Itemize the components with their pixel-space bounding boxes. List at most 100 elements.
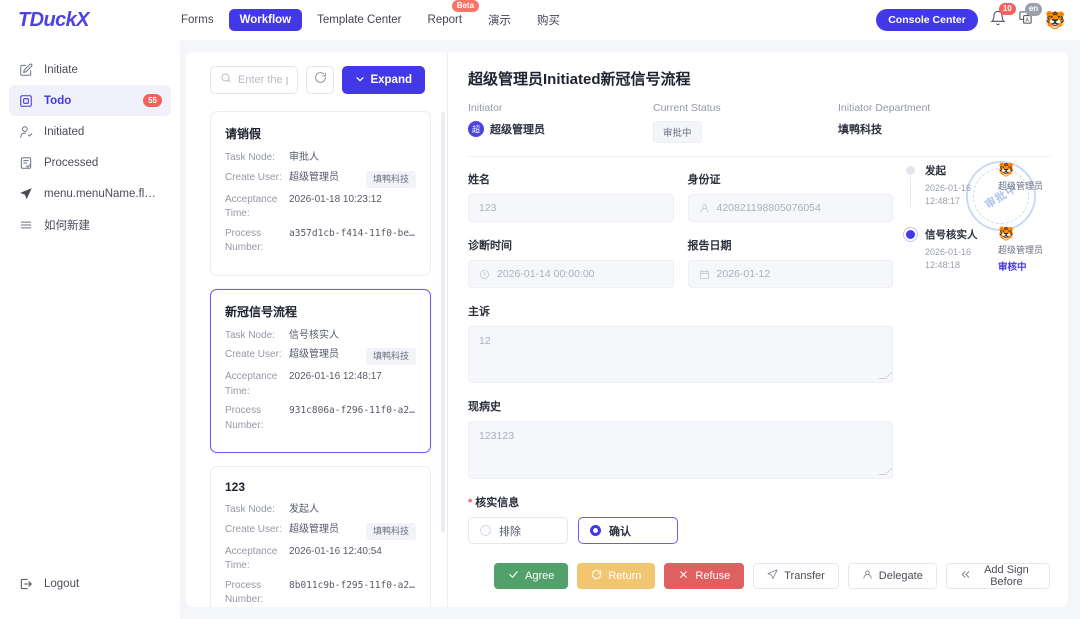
timeline-user: 超级管理员 <box>998 181 1044 192</box>
timeline-right: 🐯 超级管理员 审核中 <box>998 226 1050 273</box>
nav-label: Workflow <box>239 14 292 26</box>
history-textarea[interactable]: 123123 <box>468 421 893 479</box>
expand-button[interactable]: Expand <box>342 66 425 94</box>
sidebar-item-flow-copyer[interactable]: menu.menuName.flowCopyer <box>9 178 171 209</box>
field-value: 2026-01-16 12:48:17 <box>289 371 382 383</box>
nav-label: Report <box>427 14 463 26</box>
refuse-button[interactable]: Refuse <box>664 563 745 589</box>
inbox-icon <box>18 93 33 108</box>
department-tag: 填鸭科技 <box>365 348 416 366</box>
report-date-input[interactable]: 2026-01-12 <box>687 260 893 288</box>
list-item[interactable]: 123 Task Node: 发起人 Create User: 超级管理员 填鸭… <box>210 466 431 607</box>
meta-label: Initiator <box>468 102 503 114</box>
calendar-icon <box>699 269 710 280</box>
nav-item-purchase[interactable]: 购买 <box>526 7 571 33</box>
radio-option-exclude[interactable]: 排除 <box>468 517 568 544</box>
return-button[interactable]: Return <box>577 563 656 589</box>
translate-icon: A <box>1018 10 1033 30</box>
timeline-body: 信号核实人 2026-01-16 12:48:18 🐯 超级管理员 审核中 <box>925 226 1050 273</box>
timeline-item-initiate: 发起 2026-01-16 12:48:17 🐯 超级管理员 <box>905 162 1050 227</box>
search-input[interactable] <box>238 74 289 86</box>
radio-label: 确认 <box>609 525 631 538</box>
search-box[interactable] <box>210 66 299 94</box>
nav-item-workflow[interactable]: Workflow <box>228 9 303 31</box>
list-scrollbar[interactable] <box>441 112 445 532</box>
sidebar-item-processed[interactable]: Processed <box>9 147 171 178</box>
logout-button[interactable]: Logout <box>0 570 180 597</box>
list-item[interactable]: 请销假 Task Node: 审批人 Create User: 超级管理员 填鸭… <box>210 111 431 276</box>
field-key: Acceptance Time: <box>225 193 278 220</box>
sidebar-label: Processed <box>44 156 99 169</box>
clock-icon <box>479 269 490 280</box>
field-value: 8b011c9b-f295-11f0-a2e2-66… <box>289 579 416 591</box>
nav-label: 演示 <box>488 15 512 27</box>
name-value: 123 <box>479 202 497 214</box>
page-body: Initiate Todo 55 Initiated Processed m <box>0 40 1080 619</box>
timeline-marker <box>905 163 916 208</box>
required-asterisk: * <box>468 497 473 509</box>
language-switcher-button[interactable]: A en <box>1018 3 1043 30</box>
transfer-button[interactable]: Transfer <box>753 563 839 589</box>
diagnosis-time-input[interactable]: 2026-01-14 00:00:00 <box>468 260 674 288</box>
card-field-create-user: Create User: 超级管理员 填鸭科技 <box>225 348 416 366</box>
list-toolbar: Expand <box>186 66 447 94</box>
refresh-icon <box>314 71 327 89</box>
timeline-left: 发起 2026-01-16 12:48:17 <box>925 163 992 207</box>
sidebar-label: Initiate <box>44 63 78 76</box>
initiator-name: 超级管理员 <box>490 124 545 136</box>
process-card-list[interactable]: 请销假 Task Node: 审批人 Create User: 超级管理员 填鸭… <box>186 108 447 607</box>
radio-dot-selected-icon <box>590 525 601 536</box>
field-label: 报告日期 <box>687 240 732 252</box>
process-list-column: Expand 请销假 Task Node: 审批人 Create User: 超… <box>186 52 448 607</box>
meta-department: Initiator Department 填鸭科技 <box>838 102 1023 143</box>
form-row-2: 诊断时间 2026-01-14 00:00:00 报告日期 <box>468 237 893 303</box>
top-header-bar: TDuckX Forms Workflow Template Center Re… <box>0 0 1080 40</box>
report-date-value: 2026-01-12 <box>716 268 771 280</box>
beta-badge: Beta <box>451 0 480 13</box>
id-card-input[interactable]: 420821198805076054 <box>687 194 893 222</box>
notifications-button[interactable]: 10 <box>990 2 1016 31</box>
language-badge: en <box>1024 3 1043 16</box>
card-field-task-node: Task Node: 发起人 <box>225 503 416 518</box>
chief-complaint-textarea[interactable]: 12 <box>468 326 893 383</box>
nav-item-template-center[interactable]: Template Center <box>306 9 412 31</box>
field-value: a357d1cb-f414-11f0-befa-66… <box>289 227 416 239</box>
name-input[interactable]: 123 <box>468 194 674 222</box>
card-field-create-user: Create User: 超级管理员 填鸭科技 <box>225 522 416 540</box>
meta-current-status: Current Status 审批中 <box>653 102 838 143</box>
radio-option-confirm[interactable]: 确认 <box>578 517 678 544</box>
sidebar-item-initiated[interactable]: Initiated <box>9 116 171 147</box>
search-icon <box>220 71 232 89</box>
app-logo[interactable]: TDuckX <box>18 8 89 31</box>
field-value: 931c806a-f296-11f0-a2e2-66… <box>289 405 416 417</box>
agree-button[interactable]: Agree <box>494 563 569 589</box>
sidebar-item-todo[interactable]: Todo 55 <box>9 85 171 116</box>
sidebar-item-initiate[interactable]: Initiate <box>9 54 171 85</box>
list-item-selected[interactable]: 新冠信号流程 Task Node: 信号核实人 Create User: 超级管… <box>210 288 431 454</box>
card-field-process-number: Process Number: 8b011c9b-f295-11f0-a2e2-… <box>225 579 416 607</box>
timeline-right: 🐯 超级管理员 <box>998 162 1050 207</box>
diagnosis-time-value: 2026-01-14 00:00:00 <box>497 268 595 280</box>
delegate-button[interactable]: Delegate <box>847 563 937 589</box>
nav-item-demo[interactable]: 演示 <box>477 7 522 33</box>
user-avatar[interactable]: 🐯 <box>1044 10 1066 30</box>
add-sign-before-button[interactable]: Add Sign Before <box>945 563 1050 589</box>
user-icon <box>699 203 710 214</box>
refresh-button[interactable] <box>306 66 335 94</box>
sidebar-item-how-to-create[interactable]: 如何新建 <box>9 209 171 241</box>
meta-label: Current Status <box>653 102 721 114</box>
console-center-button[interactable]: Console Center <box>876 9 978 31</box>
left-sidebar: Initiate Todo 55 Initiated Processed m <box>0 40 180 619</box>
undo-icon <box>591 569 602 583</box>
nav-item-report[interactable]: Report Beta <box>417 0 480 31</box>
timeline-left: 信号核实人 2026-01-16 12:48:18 <box>925 227 992 273</box>
field-key: Task Node: <box>225 504 276 516</box>
card-field-acceptance-time: Acceptance Time: 2026-01-18 10:23:12 <box>225 193 416 222</box>
close-icon <box>678 569 689 583</box>
field-key: Create User: <box>225 523 282 535</box>
timeline-dot-current-icon <box>906 230 915 240</box>
meta-value: 审批中 <box>653 121 838 143</box>
field-key: Process Number: <box>225 405 264 431</box>
nav-item-forms[interactable]: Forms <box>170 9 225 31</box>
user-icon <box>862 569 873 583</box>
